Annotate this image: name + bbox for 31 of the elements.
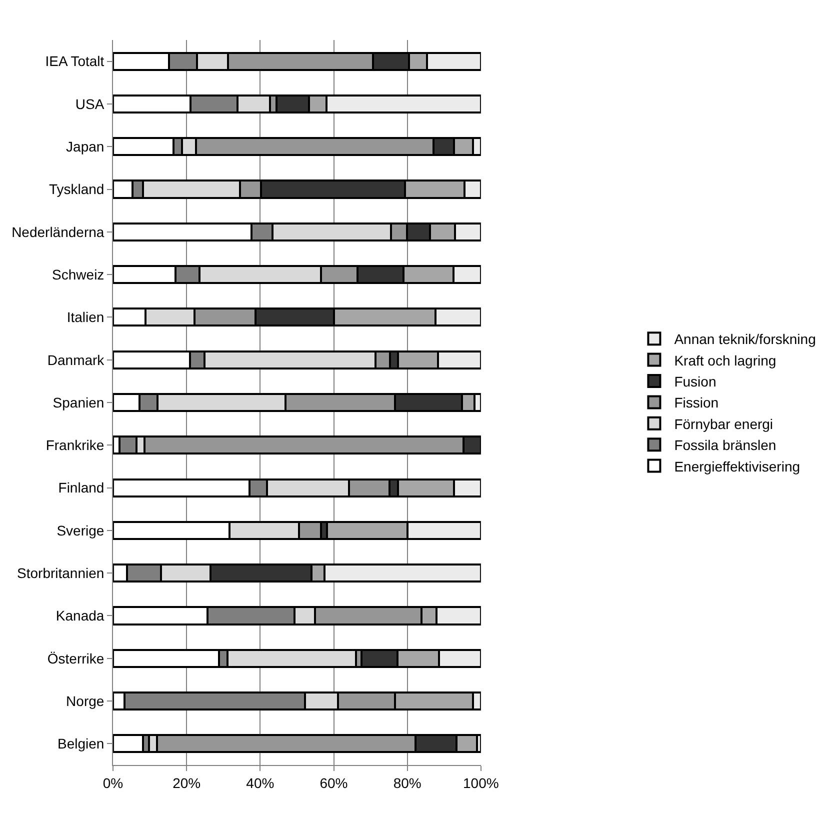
x-tick-label: 40% bbox=[246, 774, 274, 791]
y-tick-label: USA bbox=[75, 96, 105, 112]
y-tick-label: Kanada bbox=[56, 608, 104, 624]
x-tick-label: 80% bbox=[393, 774, 422, 791]
y-tick-label: Nederländerna bbox=[12, 224, 104, 240]
x-tick-label: 60% bbox=[320, 774, 348, 791]
y-tick-label: Japan bbox=[66, 138, 104, 155]
legend-label: Energieffektivisering bbox=[674, 458, 800, 474]
y-tick-label: Finland bbox=[58, 480, 104, 496]
y-tick-label: Norge bbox=[66, 692, 104, 709]
y-tick-label: Storbritannien bbox=[17, 564, 104, 581]
y-tick-label: Frankrike bbox=[46, 437, 104, 454]
legend-label: Fusion bbox=[674, 373, 716, 390]
legend-label: Förnybar energi bbox=[674, 416, 774, 432]
legend-label: Fission bbox=[674, 394, 719, 411]
y-tick-label: Schweiz bbox=[52, 266, 104, 282]
y-tick-label: IEA Totalt bbox=[45, 53, 104, 70]
y-tick-label: Danmark bbox=[47, 352, 106, 368]
y-tick-label: Tyskland bbox=[48, 181, 104, 198]
x-tick-label: 0% bbox=[102, 774, 124, 791]
y-tick-label: Österrike bbox=[47, 650, 104, 666]
x-tick-label: 100% bbox=[463, 774, 499, 791]
legend-label: Fossila bränslen bbox=[674, 437, 776, 454]
bar bbox=[113, 734, 144, 754]
y-tick-label: Italien bbox=[66, 309, 104, 326]
y-tick-label: Spanien bbox=[52, 394, 104, 410]
y-tick-label: Belgien bbox=[57, 736, 104, 752]
x-tick-label: 20% bbox=[172, 774, 201, 791]
y-tick-label: Sverige bbox=[56, 522, 104, 538]
legend-label: Annan teknik/forskning bbox=[674, 331, 816, 348]
legend-label: Kraft och lagring bbox=[674, 352, 776, 368]
